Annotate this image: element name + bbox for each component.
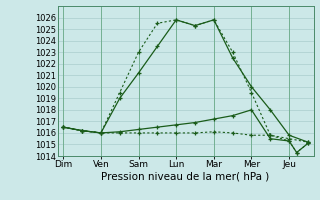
X-axis label: Pression niveau de la mer( hPa ): Pression niveau de la mer( hPa ) [101,172,270,182]
